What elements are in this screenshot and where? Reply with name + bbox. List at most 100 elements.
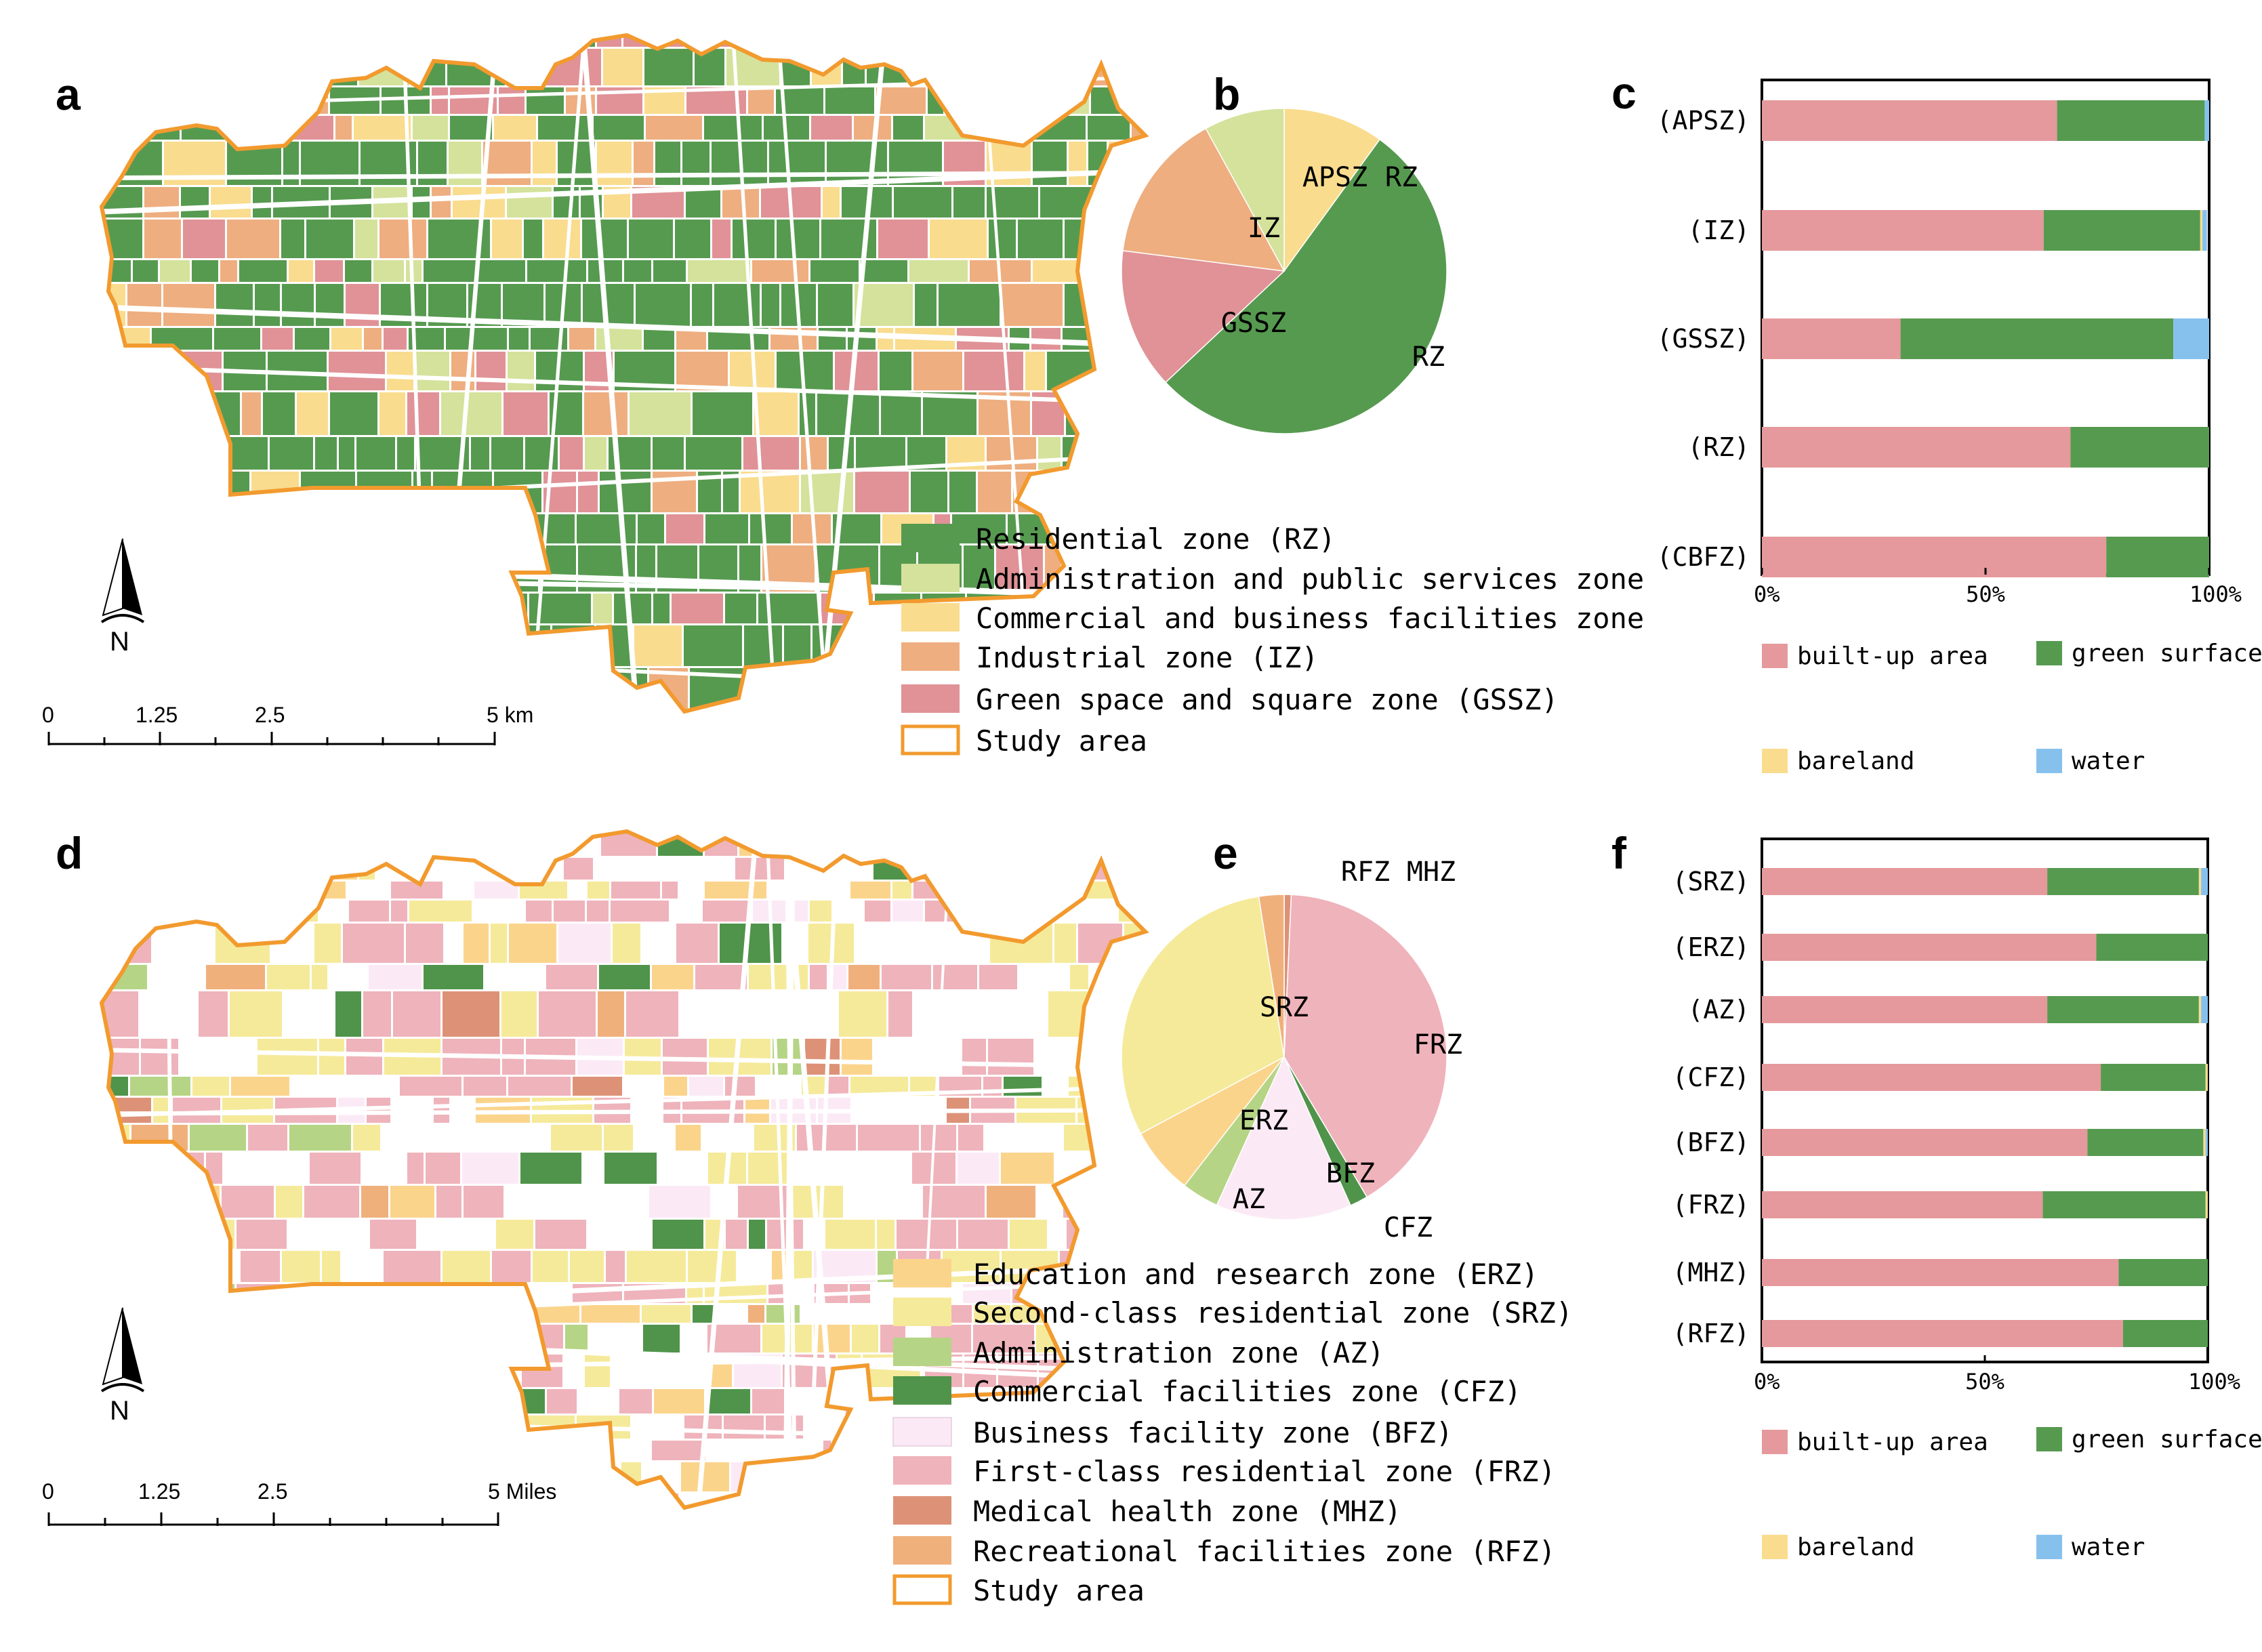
map-parcel <box>241 1251 280 1282</box>
legend-swatch <box>892 1417 952 1447</box>
map-parcel <box>891 35 921 47</box>
map-road <box>695 831 760 1508</box>
map-parcel <box>491 437 523 470</box>
map-parcel <box>666 514 703 543</box>
map-parcel <box>1049 1220 1065 1249</box>
map-parcel <box>391 901 407 922</box>
map-parcel <box>769 142 825 185</box>
bar-segment-water <box>2173 318 2209 359</box>
map-parcel <box>825 1220 875 1249</box>
map-parcel <box>241 858 262 880</box>
map-parcel <box>398 714 441 747</box>
map-parcel <box>102 901 122 922</box>
map-parcel <box>424 260 476 282</box>
map-parcel <box>140 392 190 435</box>
map-parcel <box>754 668 777 711</box>
map-parcel <box>102 1186 107 1218</box>
map-parcel <box>503 284 543 326</box>
legend-swatch <box>893 1456 951 1485</box>
bar-segment-bareland <box>2198 996 2202 1023</box>
map-parcel <box>459 35 486 47</box>
map-parcel <box>881 392 921 435</box>
pie-label: RZ <box>1412 342 1445 373</box>
category-label: (MHZ) <box>1672 1258 1750 1287</box>
map-parcel <box>865 35 889 47</box>
map-parcel <box>606 1251 625 1282</box>
map-parcel <box>102 1305 117 1323</box>
legend-swatch <box>892 1574 952 1605</box>
legend-label: Study area <box>976 724 1147 758</box>
map-parcel <box>289 1220 340 1249</box>
map-parcel <box>254 1441 281 1460</box>
map-parcel <box>330 1441 348 1460</box>
scale-tick: 1.25 <box>136 703 178 727</box>
map-parcel <box>428 594 447 623</box>
map-parcel <box>619 1389 652 1413</box>
map-parcel <box>102 1098 109 1123</box>
map-parcel <box>588 260 622 282</box>
pie-slice-frz <box>1283 894 1447 1198</box>
legend-swatch <box>1762 1430 1788 1454</box>
map-parcel <box>145 35 162 47</box>
map-parcel <box>102 87 110 114</box>
map-parcel <box>624 1077 662 1096</box>
map-parcel <box>964 352 1023 390</box>
map-parcel <box>914 991 953 1037</box>
map-parcel <box>726 1220 747 1249</box>
category-label: (AZ) <box>1687 995 1750 1025</box>
map-parcel <box>818 284 852 326</box>
map-parcel <box>242 392 261 435</box>
map-parcel <box>436 1186 461 1218</box>
map-parcel <box>322 1251 340 1282</box>
map-parcel <box>197 49 216 85</box>
map-road <box>102 1048 1145 1069</box>
map-parcel <box>686 187 720 218</box>
bar-segment-green <box>2070 427 2209 468</box>
map-parcel <box>712 220 731 258</box>
map-parcel <box>216 284 253 326</box>
map-parcel <box>262 328 293 350</box>
map-parcel <box>937 831 967 856</box>
map-parcel <box>724 1416 764 1439</box>
legend-swatch <box>893 1536 951 1565</box>
map-parcel <box>704 116 762 140</box>
map-parcel <box>286 49 312 85</box>
map-parcel <box>1082 437 1106 470</box>
map-parcel <box>596 328 642 350</box>
map-parcel <box>1019 991 1046 1037</box>
map-parcel <box>339 437 354 470</box>
map-parcel <box>644 328 674 350</box>
map-parcel <box>1139 472 1145 512</box>
map-parcel <box>288 1493 320 1508</box>
bar-segment-builtup <box>1762 1259 2119 1286</box>
map-parcel <box>291 831 323 856</box>
map-a-zones <box>102 35 1145 747</box>
map-parcel <box>564 858 593 880</box>
map-parcel <box>1120 858 1145 880</box>
map-road <box>580 35 640 711</box>
map-parcel <box>850 882 890 899</box>
map-parcel <box>798 35 819 47</box>
map-parcel <box>451 1098 474 1123</box>
map-parcel <box>686 437 741 470</box>
legend-label: Education and research zone (ERZ) <box>973 1258 1538 1291</box>
map-parcel <box>338 714 396 747</box>
map-parcel <box>184 35 226 47</box>
map-parcel <box>652 965 693 989</box>
map-parcel <box>133 260 158 282</box>
map-parcel <box>211 187 251 218</box>
pie-label: MHZ <box>1407 856 1456 888</box>
map-parcel <box>392 1325 447 1352</box>
legend-swatch <box>901 524 960 552</box>
bar-segment-green <box>1900 318 2174 359</box>
map-parcel <box>671 901 701 922</box>
map-parcel <box>220 260 237 282</box>
map-parcel <box>527 260 586 282</box>
legend-swatch <box>901 603 960 632</box>
map-parcel <box>342 1251 382 1282</box>
map-parcel <box>265 1153 308 1184</box>
map-parcel <box>554 901 585 922</box>
map-parcel <box>141 1039 178 1075</box>
map-parcel <box>354 1389 412 1413</box>
map-parcel <box>102 392 138 435</box>
